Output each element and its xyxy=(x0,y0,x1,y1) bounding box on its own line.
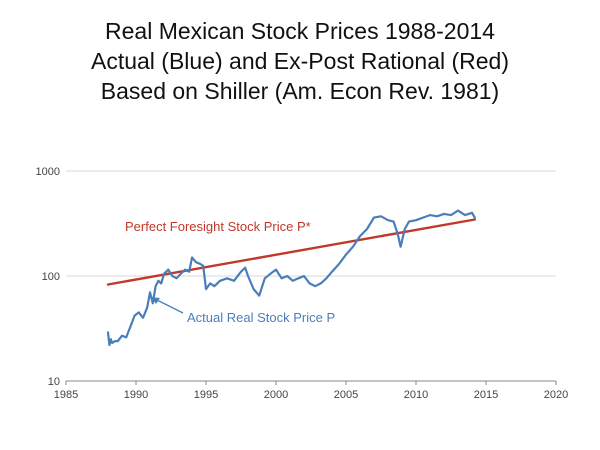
x-tick-label: 1990 xyxy=(124,389,148,401)
annotation-arrowhead xyxy=(151,297,160,304)
actual-price-line xyxy=(106,209,476,347)
y-tick-label: 10 xyxy=(48,376,60,388)
series-lines xyxy=(106,209,476,347)
chart-title: Real Mexican Stock Prices 1988-2014 Actu… xyxy=(0,16,600,106)
y-tick-label: 100 xyxy=(42,271,60,283)
x-tick-label: 2005 xyxy=(334,389,358,401)
chart-title-line-1: Real Mexican Stock Prices 1988-2014 xyxy=(105,18,495,44)
tick-labels: 10 100 1000 1985 1990 1995 2000 2005 2010 2015 202… xyxy=(36,166,569,401)
x-tick-label: 1995 xyxy=(194,389,218,401)
perfect-foresight-label: Perfect Foresight Stock Price P* xyxy=(125,219,311,234)
gridlines xyxy=(66,170,556,382)
x-tick-label: 2000 xyxy=(264,389,288,401)
actual-price-label: Actual Real Stock Price P xyxy=(187,310,335,325)
x-tick-label: 1985 xyxy=(54,389,78,401)
axes xyxy=(65,380,557,385)
perfect-foresight-line xyxy=(106,218,476,286)
chart-title-line-3: Based on Shiller (Am. Econ Rev. 1981) xyxy=(100,78,500,104)
annotations: Perfect Foresight Stock Price P* Actual … xyxy=(125,219,335,325)
x-tick-label: 2020 xyxy=(544,389,568,401)
annotation-arrow-line xyxy=(154,298,184,314)
chart-title-line-2: Actual (Blue) and Ex-Post Rational (Red) xyxy=(90,48,510,74)
x-tick-label: 2015 xyxy=(474,389,498,401)
y-tick-label: 1000 xyxy=(36,166,60,178)
x-tick-label: 2010 xyxy=(404,389,428,401)
